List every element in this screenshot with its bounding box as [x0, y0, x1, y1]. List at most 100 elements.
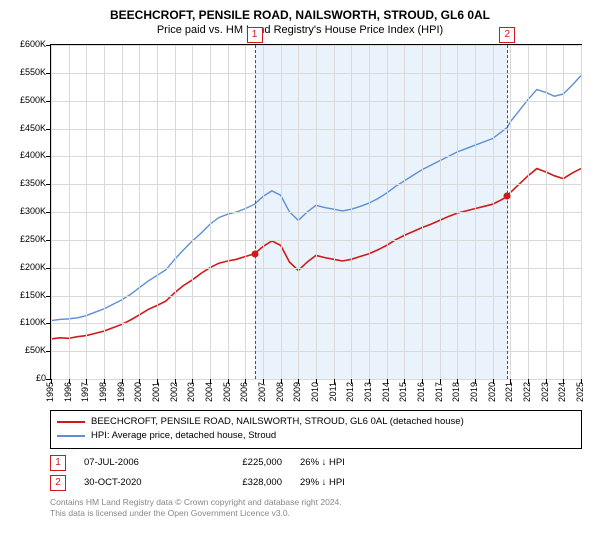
- sales-pct: 26% ↓ HPI: [300, 457, 390, 468]
- x-tick-label: 2025: [575, 382, 585, 402]
- x-tick-label: 2019: [469, 382, 479, 402]
- x-tick-label: 2021: [504, 382, 514, 402]
- y-tick-label: £200K: [20, 262, 46, 272]
- marker-box: 2: [499, 27, 515, 43]
- gridline-v: [440, 45, 441, 379]
- gridline-v: [581, 45, 582, 379]
- gridline-v: [86, 45, 87, 379]
- y-tick-label: £150K: [20, 290, 46, 300]
- gridline-v: [351, 45, 352, 379]
- gridline-v: [546, 45, 547, 379]
- x-axis: 1995199619971998199920002001200220032004…: [50, 380, 582, 404]
- x-tick-label: 2015: [398, 382, 408, 402]
- marker-line: [507, 35, 508, 379]
- gridline-v: [422, 45, 423, 379]
- gridline-v: [281, 45, 282, 379]
- gridline-v: [493, 45, 494, 379]
- gridline-v: [192, 45, 193, 379]
- y-tick-label: £500K: [20, 95, 46, 105]
- footnote-line2: This data is licensed under the Open Gov…: [50, 508, 582, 519]
- chart-title: BEECHCROFT, PENSILE ROAD, NAILSWORTH, ST…: [10, 8, 590, 22]
- sales-marker: 2: [50, 475, 66, 491]
- chart-area: £0£50K£100K£150K£200K£250K£300K£350K£400…: [50, 44, 582, 404]
- sale-point-dot: [504, 193, 511, 200]
- x-tick-label: 2004: [204, 382, 214, 402]
- x-tick-label: 2003: [186, 382, 196, 402]
- chart-container: BEECHCROFT, PENSILE ROAD, NAILSWORTH, ST…: [0, 0, 600, 560]
- legend-swatch: [57, 421, 85, 423]
- x-tick-label: 2009: [292, 382, 302, 402]
- y-tick-label: £300K: [20, 206, 46, 216]
- gridline-v: [157, 45, 158, 379]
- legend-row: HPI: Average price, detached house, Stro…: [57, 429, 575, 443]
- x-tick-label: 2000: [133, 382, 143, 402]
- gridline-v: [51, 45, 52, 379]
- gridline-v: [387, 45, 388, 379]
- x-tick-label: 2023: [540, 382, 550, 402]
- y-tick-label: £350K: [20, 178, 46, 188]
- y-tick-label: £100K: [20, 317, 46, 327]
- y-axis: £0£50K£100K£150K£200K£250K£300K£350K£400…: [10, 44, 48, 380]
- x-tick-label: 2024: [557, 382, 567, 402]
- gridline-v: [122, 45, 123, 379]
- gridline-v: [334, 45, 335, 379]
- y-tick-label: £600K: [20, 39, 46, 49]
- x-tick-label: 2017: [434, 382, 444, 402]
- gridline-v: [263, 45, 264, 379]
- x-tick-label: 2006: [239, 382, 249, 402]
- gridline-v: [104, 45, 105, 379]
- marker-line: [255, 35, 256, 379]
- gridline-v: [228, 45, 229, 379]
- sales-table: 107-JUL-2006£225,00026% ↓ HPI230-OCT-202…: [50, 455, 582, 491]
- gridline-v: [210, 45, 211, 379]
- marker-box: 1: [247, 27, 263, 43]
- legend-label: HPI: Average price, detached house, Stro…: [91, 429, 276, 443]
- x-tick-label: 2016: [416, 382, 426, 402]
- legend-row: BEECHCROFT, PENSILE ROAD, NAILSWORTH, ST…: [57, 415, 575, 429]
- y-tick-label: £50K: [25, 345, 46, 355]
- sales-row: 2 30-OCT-2020 £328,000 29% ↓ HPI: [50, 475, 582, 491]
- y-tick-label: £250K: [20, 234, 46, 244]
- gridline-v: [475, 45, 476, 379]
- x-tick-label: 2008: [275, 382, 285, 402]
- x-tick-label: 1998: [98, 382, 108, 402]
- y-tick-label: £400K: [20, 150, 46, 160]
- sale-point-dot: [251, 250, 258, 257]
- x-tick-label: 1997: [80, 382, 90, 402]
- legend-swatch: [57, 435, 85, 437]
- x-tick-label: 2002: [169, 382, 179, 402]
- plot-area: 12: [50, 44, 582, 380]
- gridline-v: [563, 45, 564, 379]
- legend-label: BEECHCROFT, PENSILE ROAD, NAILSWORTH, ST…: [91, 415, 464, 429]
- x-tick-label: 2007: [257, 382, 267, 402]
- sales-pct: 29% ↓ HPI: [300, 477, 390, 488]
- gridline-v: [69, 45, 70, 379]
- y-tick-label: £550K: [20, 67, 46, 77]
- legend: BEECHCROFT, PENSILE ROAD, NAILSWORTH, ST…: [50, 410, 582, 449]
- sales-row: 107-JUL-2006£225,00026% ↓ HPI: [50, 455, 582, 471]
- sales-price: £225,000: [212, 457, 282, 468]
- footnote-line1: Contains HM Land Registry data © Crown c…: [50, 497, 582, 508]
- gridline-v: [175, 45, 176, 379]
- x-tick-label: 2010: [310, 382, 320, 402]
- y-tick-label: £450K: [20, 123, 46, 133]
- gridline-v: [139, 45, 140, 379]
- footnote: Contains HM Land Registry data © Crown c…: [50, 497, 582, 519]
- x-tick-label: 2018: [451, 382, 461, 402]
- gridline-v: [245, 45, 246, 379]
- sales-date: 30-OCT-2020: [84, 477, 194, 488]
- x-tick-label: 2001: [151, 382, 161, 402]
- x-tick-label: 2011: [328, 382, 338, 401]
- sales-marker: 1: [50, 455, 66, 471]
- gridline-v: [316, 45, 317, 379]
- gridline-v: [528, 45, 529, 379]
- x-tick-label: 1999: [116, 382, 126, 402]
- gridline-v: [457, 45, 458, 379]
- x-tick-label: 2022: [522, 382, 532, 402]
- x-tick-label: 2005: [222, 382, 232, 402]
- x-tick-label: 1995: [45, 382, 55, 402]
- sales-price: £328,000: [212, 477, 282, 488]
- gridline-v: [510, 45, 511, 379]
- gridline-v: [404, 45, 405, 379]
- x-tick-label: 2012: [345, 382, 355, 402]
